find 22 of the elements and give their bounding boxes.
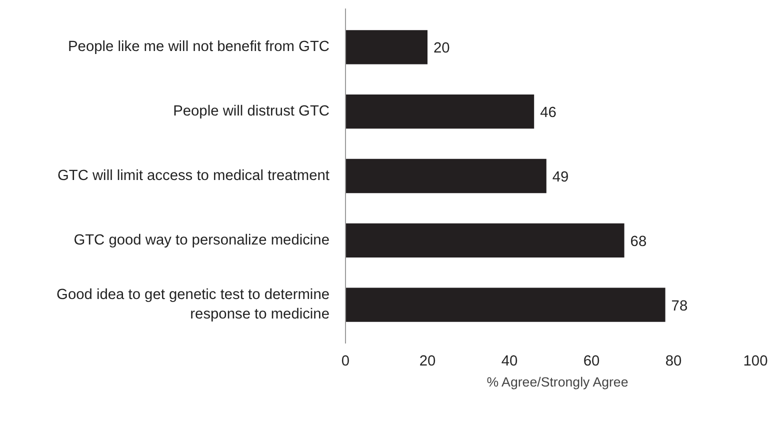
y-tick-label: Good idea to get genetic test to determine response to medicine	[56, 287, 330, 322]
y-tick-label: People like me will not benefit from GTC	[68, 39, 330, 56]
bar	[346, 94, 534, 129]
y-tick-label: People will distrust GTC	[173, 104, 330, 120]
bar	[346, 223, 624, 258]
data-label: 68	[630, 234, 647, 250]
x-tick-label: 80	[665, 354, 682, 370]
data-label: 49	[552, 170, 569, 186]
data-label: 20	[434, 40, 450, 57]
bar	[346, 158, 546, 194]
x-tick-label: 40	[501, 354, 518, 370]
bar	[346, 30, 428, 64]
data-label: 78	[671, 298, 688, 314]
x-tick-label: 60	[583, 354, 600, 370]
x-tick-label: 0	[341, 354, 350, 370]
text: % Agree/Strongly Agree	[486, 374, 628, 390]
y-tick-label: GTC will limit access to medical treatment	[57, 168, 330, 184]
data-label: 46	[540, 105, 556, 122]
y-tick-label: GTC good way to personalize medicine	[74, 232, 330, 248]
x-tick-label: 20	[419, 354, 436, 370]
x-tick-label: 100	[743, 354, 768, 370]
bar	[346, 288, 666, 322]
